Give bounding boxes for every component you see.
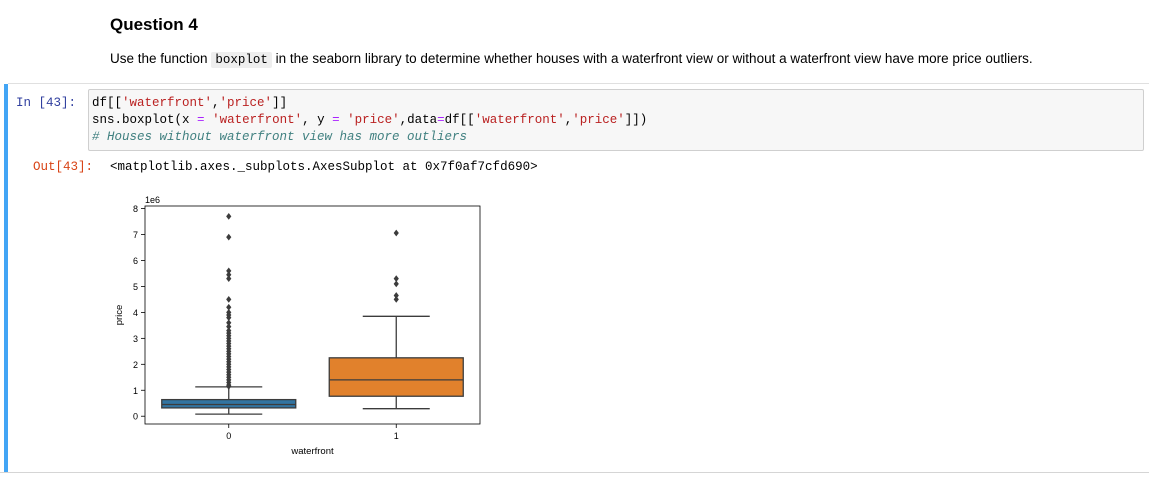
outlier-point	[226, 213, 232, 220]
x-axis-label: waterfront	[290, 446, 334, 457]
axes-frame	[144, 205, 481, 425]
cell-bottom-border	[0, 472, 1149, 473]
outlier-point	[393, 296, 399, 303]
x-tick-label: 0	[226, 431, 231, 441]
selected-cell-indicator	[4, 84, 8, 472]
outlier-point	[226, 233, 232, 241]
x-tick-label: 1	[394, 431, 399, 441]
question-text-before: Use the function	[110, 51, 212, 66]
y-tick-label: 0	[133, 412, 138, 422]
y-tick-label: 2	[133, 360, 138, 370]
boxplot-chart: 0 1 2 3 4 5 6 7 8 1e6 price 0 1 waterfront	[114, 195, 481, 457]
y-tick-label: 8	[133, 204, 138, 214]
y-tick-label: 5	[133, 282, 138, 292]
code-input-area[interactable]: df[['waterfront','price']] sns.boxplot(x…	[88, 89, 1144, 151]
outlier-point	[393, 280, 399, 288]
code-line-2: sns.boxplot(x = 'waterfront', y = 'price…	[92, 113, 648, 127]
outlier-point	[226, 303, 232, 311]
output-prompt: Out[43]:	[33, 160, 94, 174]
y-axis-label: price	[114, 305, 125, 326]
y-offset-label: 1e6	[145, 195, 160, 205]
question-text-after: in the seaborn library to determine whet…	[271, 51, 1033, 66]
y-tick-label: 6	[133, 256, 138, 266]
y-tick-label: 4	[133, 308, 138, 318]
question-heading: Question 4	[110, 15, 198, 34]
inline-code-boxplot: boxplot	[211, 52, 272, 68]
question-text: Use the function boxplot in the seaborn …	[110, 50, 1033, 69]
y-tick-label: 7	[133, 230, 138, 240]
code-line-3-comment: # Houses without waterfront view has mor…	[92, 130, 468, 144]
outlier-point	[226, 323, 232, 331]
y-tick-label: 1	[133, 386, 138, 396]
y-tick-label: 3	[133, 334, 138, 344]
box-iqr-0	[161, 398, 297, 409]
output-text: <matplotlib.axes._subplots.AxesSubplot a…	[110, 160, 538, 174]
outlier-point	[226, 267, 232, 275]
outlier-point	[226, 309, 232, 316]
cell-top-border	[8, 83, 1149, 84]
outlier-point	[226, 275, 232, 283]
outlier-point	[393, 292, 399, 299]
outlier-point	[393, 275, 399, 283]
outlier-point	[226, 296, 232, 303]
outlier-point	[226, 319, 232, 327]
outlier-point	[393, 229, 399, 237]
code-editor[interactable]: df[['waterfront','price']] sns.boxplot(x…	[92, 95, 647, 146]
code-line-1: df[['waterfront','price']]	[92, 96, 288, 110]
input-prompt: In [43]:	[16, 96, 77, 110]
outlier-point	[226, 327, 232, 334]
outlier-point	[226, 271, 232, 279]
plot-area: 0 1 2 3 4 5 6 7 8 1e6 price 0 1 waterfront	[114, 195, 481, 457]
box-iqr-1	[328, 357, 464, 397]
